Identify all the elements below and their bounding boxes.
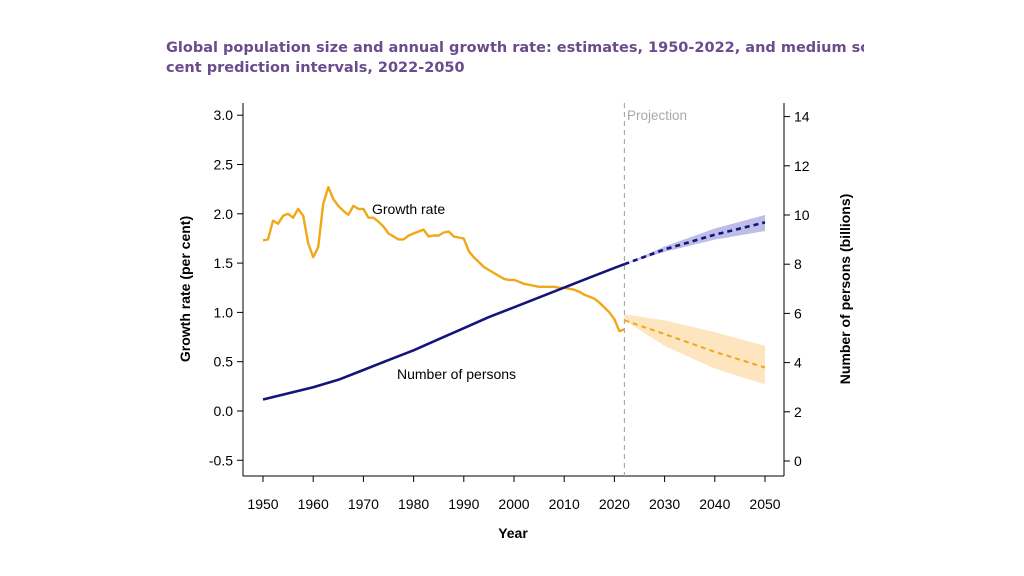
growth-rate-projection-line	[624, 319, 766, 369]
y-right-tick-label: 4	[794, 355, 802, 371]
y-left-tick-label: 3.0	[214, 107, 234, 123]
x-tick-label: 1980	[398, 496, 429, 512]
growth-rate-annotation: Growth rate	[372, 201, 445, 217]
y-right-tick-label: 12	[794, 158, 810, 174]
y-right-tick-label: 8	[794, 256, 802, 272]
y-left-tick-label: 0.5	[214, 354, 234, 370]
x-tick-label: 2030	[649, 496, 680, 512]
y-right-tick-label: 0	[794, 453, 802, 469]
growth-rate-prediction-band	[624, 314, 765, 385]
x-tick-label: 1950	[247, 496, 278, 512]
y-left-tick-label: -0.5	[209, 452, 233, 468]
chart-labels: Projection Growth rate Number of persons…	[177, 108, 853, 541]
y-axis-right-label: Number of persons (billions)	[837, 194, 853, 385]
y-right-tick-label: 2	[794, 404, 802, 420]
y-left-tick-label: 1.0	[214, 304, 234, 320]
x-axis-label: Year	[498, 525, 528, 541]
projection-label: Projection	[627, 108, 687, 123]
x-tick-label: 2020	[599, 496, 630, 512]
x-tick-label: 2000	[498, 496, 529, 512]
y-left-tick-label: 1.5	[214, 255, 234, 271]
chart-title-line-2: cent prediction intervals, 2022-2050	[166, 60, 465, 76]
x-tick-label: 1970	[348, 496, 379, 512]
chart-title-line-1: Global population size and annual growth…	[166, 40, 864, 56]
number-of-persons-line	[262, 262, 625, 401]
y-left-tick-label: 0.0	[214, 403, 234, 419]
chart-title: Global population size and annual growth…	[166, 38, 864, 78]
x-tick-label: 2040	[699, 496, 730, 512]
axes: -0.5 0.0 0.5 1.0 1.5 2.0 2.5 3.0 0 2 4 6 8 10 12 14 1950…	[209, 103, 810, 512]
y-right-tick-label: 10	[794, 207, 810, 223]
x-tick-label: 1990	[448, 496, 479, 512]
persons-projection-line	[623, 221, 766, 266]
x-tick-label: 1960	[298, 496, 329, 512]
x-tick-label: 2050	[749, 496, 780, 512]
series-lines	[262, 186, 766, 401]
number-of-persons-annotation: Number of persons	[397, 366, 516, 382]
y-right-tick-label: 6	[794, 305, 802, 321]
x-tick-label: 2010	[549, 496, 580, 512]
y-left-tick-label: 2.5	[214, 157, 234, 173]
y-right-tick-label: 14	[794, 109, 810, 125]
y-axis-left-label: Growth rate (per cent)	[177, 216, 193, 362]
y-left-tick-label: 2.0	[214, 206, 234, 222]
